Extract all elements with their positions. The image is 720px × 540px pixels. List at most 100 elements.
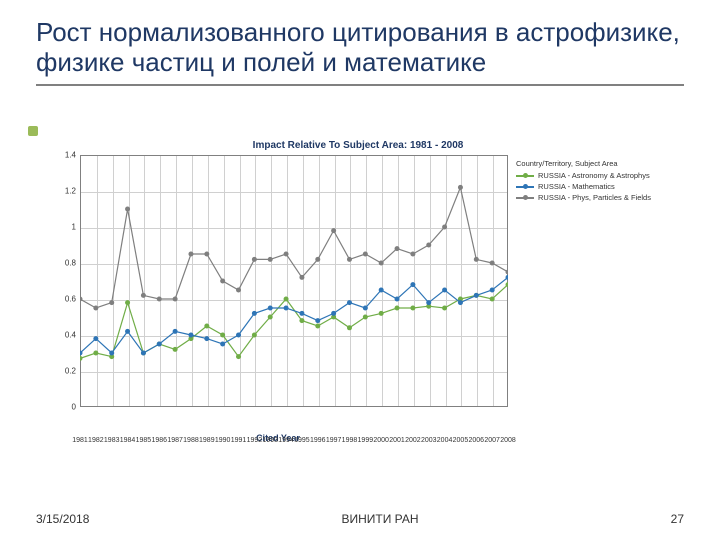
footer-date: 3/15/2018	[36, 512, 89, 526]
series-marker	[220, 333, 225, 338]
x-tick: 1987	[167, 435, 183, 444]
series-marker	[125, 207, 130, 212]
series-marker	[299, 275, 304, 280]
series-marker	[426, 243, 431, 248]
series-marker	[474, 293, 479, 298]
chart-title: Impact Relative To Subject Area: 1981 - …	[48, 140, 668, 151]
series-marker	[458, 300, 463, 305]
x-tick: 1981	[72, 435, 88, 444]
series-marker	[173, 329, 178, 334]
series-marker	[268, 306, 273, 311]
x-tick: 1990	[215, 435, 231, 444]
series-marker	[173, 347, 178, 352]
series-marker	[379, 311, 384, 316]
impact-chart: Impact Relative To Subject Area: 1981 - …	[48, 140, 668, 470]
x-tick: 1991	[231, 435, 247, 444]
x-tick: 2006	[468, 435, 484, 444]
accent-square	[28, 126, 38, 136]
series-marker	[252, 257, 257, 262]
series-marker	[284, 297, 289, 302]
series-marker	[299, 311, 304, 316]
x-tick: 1982	[88, 435, 104, 444]
footer-org: ВИНИТИ РАН	[341, 512, 418, 526]
series-marker	[442, 225, 447, 230]
series-marker	[93, 336, 98, 341]
x-tick: 1997	[326, 435, 342, 444]
x-tick: 2002	[405, 435, 421, 444]
x-tick: 2003	[421, 435, 437, 444]
series-marker	[268, 315, 273, 320]
series-marker	[395, 246, 400, 251]
series-marker	[347, 257, 352, 262]
footer-page: 27	[671, 512, 684, 526]
y-tick: 1.4	[48, 151, 76, 160]
x-tick: 2008	[500, 435, 516, 444]
series-marker	[442, 306, 447, 311]
series-marker	[363, 315, 368, 320]
series-marker	[93, 306, 98, 311]
legend-item: RUSSIA - Astronomy & Astrophys	[516, 171, 666, 180]
legend-item: RUSSIA - Mathematics	[516, 182, 666, 191]
x-tick: 1988	[183, 435, 199, 444]
series-marker	[252, 311, 257, 316]
series-marker	[220, 279, 225, 284]
series-marker	[490, 297, 495, 302]
plot-area: Cited Year 00.20.40.60.811.21.4198119821…	[48, 155, 508, 435]
series-marker	[236, 288, 241, 293]
title-rule	[36, 84, 684, 86]
series-marker	[220, 342, 225, 347]
legend-label: RUSSIA - Mathematics	[538, 182, 615, 191]
series-marker	[204, 324, 209, 329]
series-marker	[315, 257, 320, 262]
y-tick: 1.2	[48, 187, 76, 196]
legend-item: RUSSIA - Phys, Particles & Fields	[516, 193, 666, 202]
x-tick: 1993	[262, 435, 278, 444]
series-marker	[284, 252, 289, 257]
series-marker	[315, 318, 320, 323]
x-tick: 1986	[151, 435, 167, 444]
x-tick: 1992	[247, 435, 263, 444]
series-marker	[426, 300, 431, 305]
series-marker	[363, 306, 368, 311]
legend-swatch	[516, 175, 534, 177]
x-tick: 1998	[342, 435, 358, 444]
series-marker	[125, 300, 130, 305]
legend-swatch	[516, 186, 534, 188]
series-marker	[410, 252, 415, 257]
series-marker	[252, 333, 257, 338]
legend-label: RUSSIA - Phys, Particles & Fields	[538, 193, 651, 202]
series-marker	[458, 185, 463, 190]
series-marker	[331, 228, 336, 233]
series-marker	[157, 297, 162, 302]
series-marker	[173, 297, 178, 302]
x-tick: 1985	[136, 435, 152, 444]
series-marker	[474, 257, 479, 262]
x-tick: 2007	[484, 435, 500, 444]
series-marker	[299, 318, 304, 323]
x-tick: 2004	[437, 435, 453, 444]
series-marker	[442, 288, 447, 293]
series-marker	[236, 333, 241, 338]
series-marker	[141, 293, 146, 298]
x-tick: 1996	[310, 435, 326, 444]
legend-label: RUSSIA - Astronomy & Astrophys	[538, 171, 650, 180]
series-marker	[395, 306, 400, 311]
series-marker	[188, 333, 193, 338]
series-marker	[410, 282, 415, 287]
x-tick: 2000	[373, 435, 389, 444]
series-marker	[284, 306, 289, 311]
legend-title: Country/Territory, Subject Area	[516, 159, 666, 168]
series-marker	[331, 311, 336, 316]
series-marker	[141, 351, 146, 356]
x-tick: 2001	[389, 435, 405, 444]
series-marker	[204, 252, 209, 257]
series-marker	[363, 252, 368, 257]
series-marker	[80, 356, 83, 361]
page-title: Рост нормализованного цитирования в астр…	[36, 18, 684, 78]
x-tick: 1984	[120, 435, 136, 444]
x-tick: 2005	[453, 435, 469, 444]
y-tick: 0	[48, 403, 76, 412]
series-marker	[236, 354, 241, 359]
series-marker	[204, 336, 209, 341]
series-marker	[410, 306, 415, 311]
